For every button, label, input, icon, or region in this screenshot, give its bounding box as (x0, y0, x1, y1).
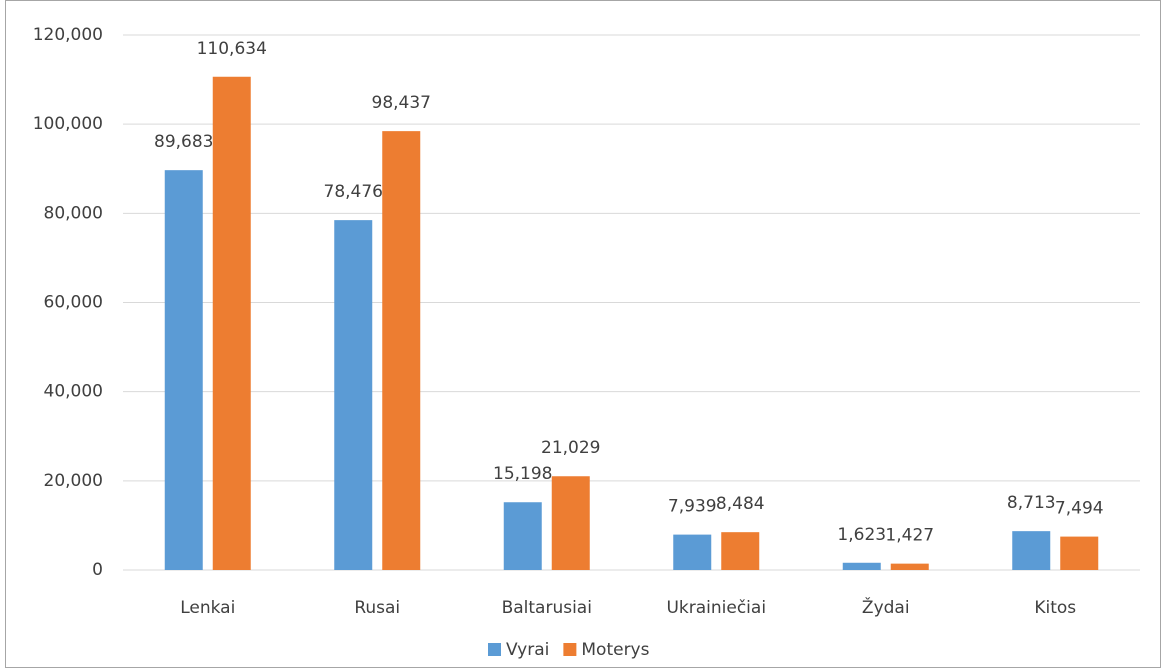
y-tick-label: 80,000 (44, 203, 103, 223)
bar (334, 220, 373, 570)
bar (890, 563, 929, 570)
bar (212, 76, 251, 571)
data-label: 7,939 (668, 497, 717, 517)
legend-swatch (563, 643, 577, 656)
x-tick-label: Rusai (354, 598, 400, 618)
bar (503, 502, 542, 570)
legend-label: Vyrai (506, 640, 549, 660)
bar (1012, 531, 1051, 570)
data-label: 1,623 (837, 525, 886, 545)
data-label: 89,683 (154, 132, 213, 152)
y-tick-label: 20,000 (44, 471, 103, 491)
y-tick-label: 120,000 (33, 25, 103, 45)
y-tick-label: 40,000 (44, 382, 103, 402)
y-tick-label: 60,000 (44, 293, 103, 313)
y-tick-label: 0 (92, 560, 103, 580)
data-label: 21,029 (541, 438, 600, 458)
bar (382, 131, 421, 570)
x-tick-label: Baltarusiai (502, 598, 592, 618)
bar (842, 562, 881, 570)
data-label: 15,198 (493, 464, 552, 484)
legend-label: Moterys (581, 640, 649, 660)
data-label: 98,437 (372, 93, 431, 113)
x-tick-label: Kitos (1034, 598, 1076, 618)
y-tick-label: 100,000 (33, 114, 103, 134)
bar (1060, 536, 1099, 570)
x-tick-label: Lenkai (180, 598, 235, 618)
legend-swatch (488, 643, 501, 656)
x-tick-label: Žydai (862, 596, 910, 618)
data-label: 78,476 (324, 182, 383, 202)
data-label: 7,494 (1055, 499, 1104, 519)
data-label: 1,427 (885, 526, 934, 546)
data-label: 8,713 (1007, 493, 1056, 513)
data-label: 110,634 (197, 39, 267, 59)
bar (721, 532, 760, 570)
bar (164, 170, 203, 571)
bar (673, 534, 712, 570)
data-label: 8,484 (716, 494, 765, 514)
x-tick-label: Ukrainiečiai (666, 598, 766, 618)
bar (551, 476, 590, 570)
